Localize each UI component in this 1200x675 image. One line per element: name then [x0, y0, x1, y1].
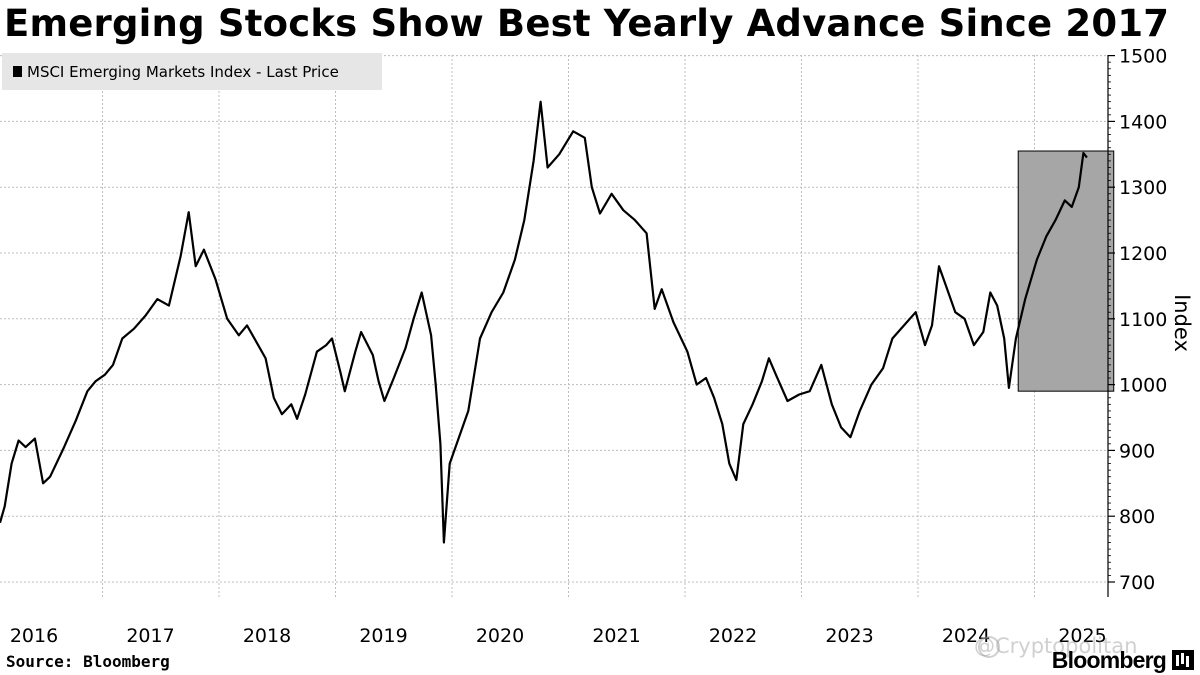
- y-axis: [1107, 54, 1115, 597]
- y-axis-label: Index: [1170, 294, 1194, 352]
- series-line: [0, 100, 1088, 544]
- bloomberg-terminal-icon: [1172, 650, 1194, 670]
- x-tick-label: 2019: [359, 625, 407, 647]
- grid-lines: [0, 55, 1108, 597]
- x-tick-labels: 2016 2017 2018 2019 2020 2021 2022 2023 2024 2025: [10, 625, 1107, 647]
- watermark-logo-icon: [978, 636, 1000, 658]
- chart-title: Emerging Stocks Show Best Yearly Advance…: [4, 2, 1170, 45]
- brand-logo: Bloomberg: [1051, 647, 1167, 673]
- x-tick-label: 2021: [592, 625, 640, 647]
- legend: MSCI Emerging Markets Index - Last Price: [2, 53, 382, 90]
- x-tick-label: 2022: [709, 625, 757, 647]
- source-note: Source: Bloomberg: [6, 652, 170, 671]
- x-tick-label: 2016: [10, 625, 58, 647]
- y-tick-labels: 700 800 900 1000 1100 1200 1300 1400 1500: [1119, 46, 1167, 594]
- y-tick-label: 800: [1119, 506, 1155, 528]
- legend-label: MSCI Emerging Markets Index - Last Price: [27, 62, 339, 81]
- y-tick-label: 700: [1119, 572, 1155, 594]
- x-tick-label: 2018: [243, 625, 291, 647]
- y-tick-label: 900: [1119, 440, 1155, 462]
- x-tick-label: 2017: [126, 625, 174, 647]
- y-tick-label: 1500: [1119, 46, 1167, 68]
- y-tick-label: 1300: [1119, 177, 1167, 199]
- x-tick-label: 2023: [825, 625, 873, 647]
- y-tick-label: 1100: [1119, 309, 1167, 331]
- y-tick-label: 1000: [1119, 375, 1167, 397]
- legend-swatch: [13, 66, 22, 77]
- x-tick-label: 2025: [1058, 625, 1106, 647]
- y-tick-label: 1400: [1119, 111, 1167, 133]
- watermark: @Cryptopolitan: [974, 634, 1138, 658]
- x-tick-label: 2020: [476, 625, 524, 647]
- y-tick-label: 1200: [1119, 243, 1167, 265]
